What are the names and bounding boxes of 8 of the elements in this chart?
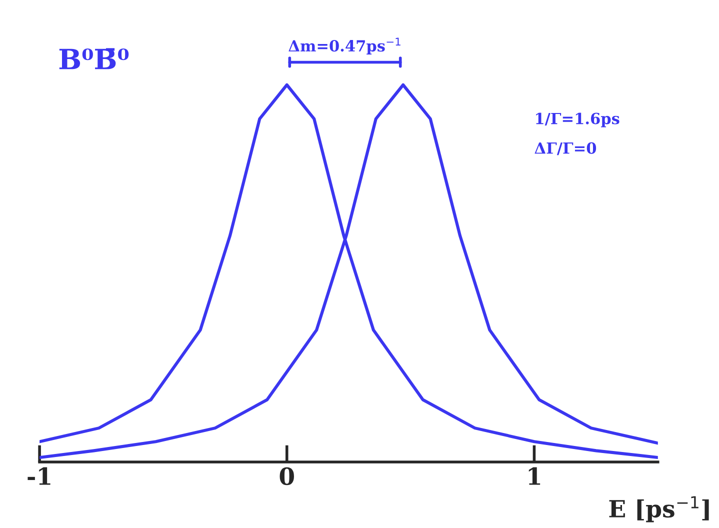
chart-title: B⁰B̄⁰ bbox=[59, 48, 129, 70]
annotation: ΔΓ/Γ=0 bbox=[534, 142, 596, 156]
x-axis-title: E [ps$^{−1}$] bbox=[609, 496, 709, 522]
annotation: 1/Γ=1.6ps bbox=[536, 112, 620, 128]
x-tick-label: 1 bbox=[528, 467, 540, 485]
text: Δm=0.47ps$^{−1}$ bbox=[288, 38, 400, 55]
x-tick-label: -1 bbox=[28, 467, 50, 485]
x-tick-label: 0 bbox=[280, 467, 294, 486]
